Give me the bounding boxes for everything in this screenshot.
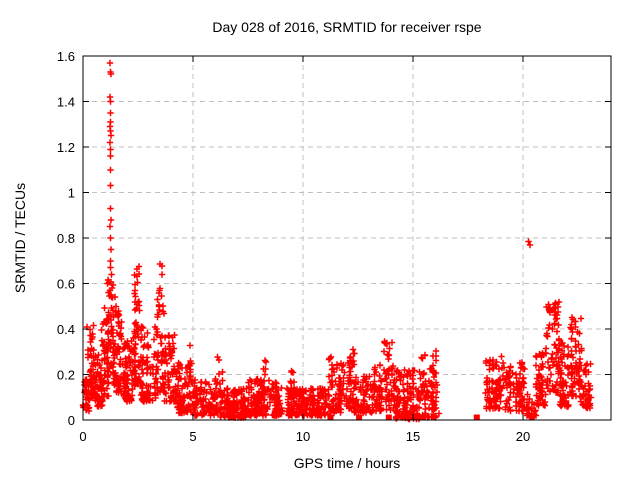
y-tick-label: 1.6 — [57, 49, 75, 64]
x-tick-label: 5 — [189, 429, 196, 444]
zero-value-cluster-marker — [327, 414, 334, 421]
x-tick-label: 0 — [79, 429, 86, 444]
y-tick-label: 0.8 — [57, 231, 75, 246]
zero-value-cluster-marker — [400, 414, 407, 421]
tick-label-layer: 0 0.2 0.4 0.6 0.8 1 1.2 1.4 1.6 0 5 10 15 20 — [57, 49, 530, 444]
y-axis-label: SRMTID / TECUs — [12, 183, 28, 293]
chart-title: Day 028 of 2016, SRMTID for receiver rsp… — [212, 19, 481, 35]
zero-value-cluster-marker — [412, 414, 419, 421]
y-tick-label: 1 — [68, 186, 75, 201]
x-axis-label: GPS time / hours — [294, 455, 401, 471]
y-tick-label: 0 — [68, 413, 75, 428]
y-tick-label: 1.4 — [57, 95, 75, 110]
srmtid-point-markers — [79, 59, 595, 423]
plot-frame-layer — [82, 55, 612, 421]
y-tick-label: 0.4 — [57, 322, 75, 337]
data-points-layer — [79, 59, 595, 423]
zero-value-cluster-marker — [356, 414, 363, 421]
zero-value-cluster-marker — [528, 414, 535, 421]
x-tick-label: 20 — [516, 429, 530, 444]
zero-value-cluster-marker — [385, 414, 392, 421]
y-tick-label: 0.6 — [57, 277, 75, 292]
zero-value-cluster-marker — [419, 414, 426, 421]
grid-layer — [83, 56, 611, 420]
x-tick-label: 15 — [406, 429, 420, 444]
x-tick-label: 10 — [296, 429, 310, 444]
y-tick-label: 1.2 — [57, 140, 75, 155]
y-tick-label: 0.2 — [57, 368, 75, 383]
zero-value-cluster-marker — [473, 414, 480, 421]
